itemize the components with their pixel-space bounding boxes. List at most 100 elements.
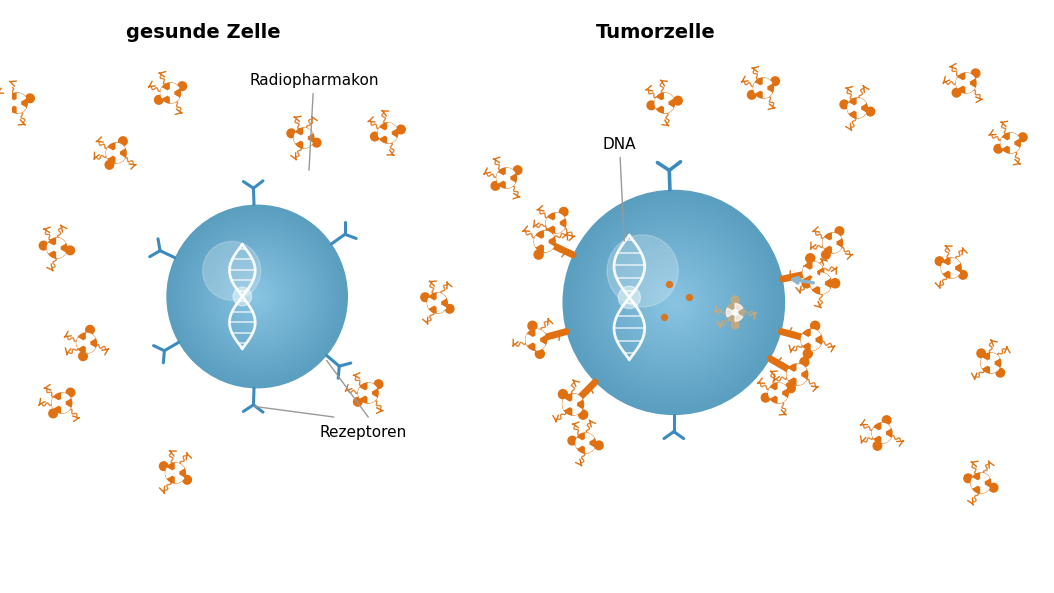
Wedge shape — [573, 394, 582, 404]
Wedge shape — [57, 248, 65, 258]
Circle shape — [194, 232, 320, 361]
Circle shape — [656, 283, 692, 321]
Wedge shape — [812, 340, 820, 350]
Wedge shape — [496, 173, 507, 183]
Wedge shape — [47, 243, 57, 253]
Wedge shape — [7, 98, 17, 108]
Circle shape — [534, 231, 555, 252]
Wedge shape — [526, 334, 536, 345]
Wedge shape — [833, 243, 841, 253]
Circle shape — [662, 100, 668, 106]
Circle shape — [569, 401, 577, 408]
Circle shape — [663, 291, 685, 314]
Circle shape — [534, 250, 543, 259]
Circle shape — [809, 269, 817, 276]
Circle shape — [532, 336, 540, 343]
Circle shape — [607, 235, 679, 307]
Wedge shape — [116, 144, 124, 153]
Wedge shape — [873, 428, 882, 438]
Wedge shape — [778, 383, 786, 393]
Circle shape — [990, 483, 998, 492]
Wedge shape — [857, 98, 865, 108]
Wedge shape — [665, 93, 672, 103]
Circle shape — [54, 245, 60, 251]
Circle shape — [802, 279, 812, 288]
Wedge shape — [1011, 133, 1019, 143]
Wedge shape — [536, 330, 545, 340]
Wedge shape — [62, 403, 70, 413]
Circle shape — [840, 100, 848, 109]
Wedge shape — [106, 148, 116, 158]
Circle shape — [731, 296, 739, 304]
Circle shape — [560, 208, 568, 216]
Wedge shape — [882, 423, 891, 433]
Circle shape — [952, 88, 961, 97]
Circle shape — [513, 166, 522, 174]
Circle shape — [812, 282, 821, 291]
Circle shape — [866, 107, 875, 116]
Circle shape — [528, 321, 536, 330]
Circle shape — [160, 83, 180, 103]
Circle shape — [544, 230, 552, 238]
Circle shape — [7, 93, 27, 113]
Circle shape — [1000, 133, 1020, 153]
Circle shape — [959, 270, 968, 279]
Circle shape — [644, 272, 703, 333]
Wedge shape — [778, 393, 786, 403]
Circle shape — [977, 349, 985, 358]
Circle shape — [785, 382, 795, 391]
Wedge shape — [814, 272, 822, 283]
Circle shape — [731, 321, 739, 329]
Wedge shape — [967, 83, 974, 93]
Wedge shape — [991, 353, 999, 363]
Circle shape — [191, 229, 324, 364]
Circle shape — [641, 269, 707, 336]
Circle shape — [227, 266, 288, 327]
Circle shape — [600, 227, 748, 378]
Wedge shape — [437, 303, 446, 313]
Circle shape — [618, 246, 729, 359]
Wedge shape — [507, 168, 514, 178]
Circle shape — [882, 416, 891, 425]
Circle shape — [184, 223, 330, 370]
Circle shape — [588, 216, 759, 389]
Circle shape — [175, 214, 339, 380]
Wedge shape — [175, 473, 183, 483]
Circle shape — [733, 310, 738, 315]
Circle shape — [172, 470, 179, 476]
Text: Rezeptoren: Rezeptoren — [319, 425, 407, 440]
Circle shape — [233, 272, 281, 321]
Circle shape — [183, 476, 192, 484]
Circle shape — [963, 80, 970, 86]
Circle shape — [242, 281, 272, 312]
Circle shape — [239, 278, 275, 315]
Wedge shape — [754, 83, 763, 93]
Wedge shape — [545, 231, 553, 241]
Circle shape — [972, 69, 980, 78]
Circle shape — [374, 380, 383, 388]
Wedge shape — [555, 223, 564, 232]
Wedge shape — [304, 128, 312, 138]
Wedge shape — [941, 263, 951, 273]
Wedge shape — [57, 238, 65, 248]
Wedge shape — [77, 338, 86, 348]
Circle shape — [52, 393, 72, 413]
Wedge shape — [175, 463, 183, 473]
Circle shape — [168, 90, 174, 96]
Wedge shape — [304, 138, 312, 148]
Text: Tumorzelle: Tumorzelle — [596, 24, 716, 43]
Circle shape — [48, 409, 57, 418]
Circle shape — [197, 235, 317, 358]
Text: gesunde Zelle: gesunde Zelle — [126, 24, 280, 43]
Wedge shape — [797, 375, 806, 385]
Circle shape — [803, 262, 824, 283]
Wedge shape — [62, 393, 70, 403]
Circle shape — [626, 254, 722, 351]
Wedge shape — [171, 93, 179, 103]
Circle shape — [835, 227, 843, 235]
Circle shape — [579, 410, 588, 419]
Wedge shape — [1011, 143, 1019, 152]
Circle shape — [559, 390, 567, 398]
Circle shape — [178, 217, 336, 376]
Circle shape — [170, 208, 345, 385]
